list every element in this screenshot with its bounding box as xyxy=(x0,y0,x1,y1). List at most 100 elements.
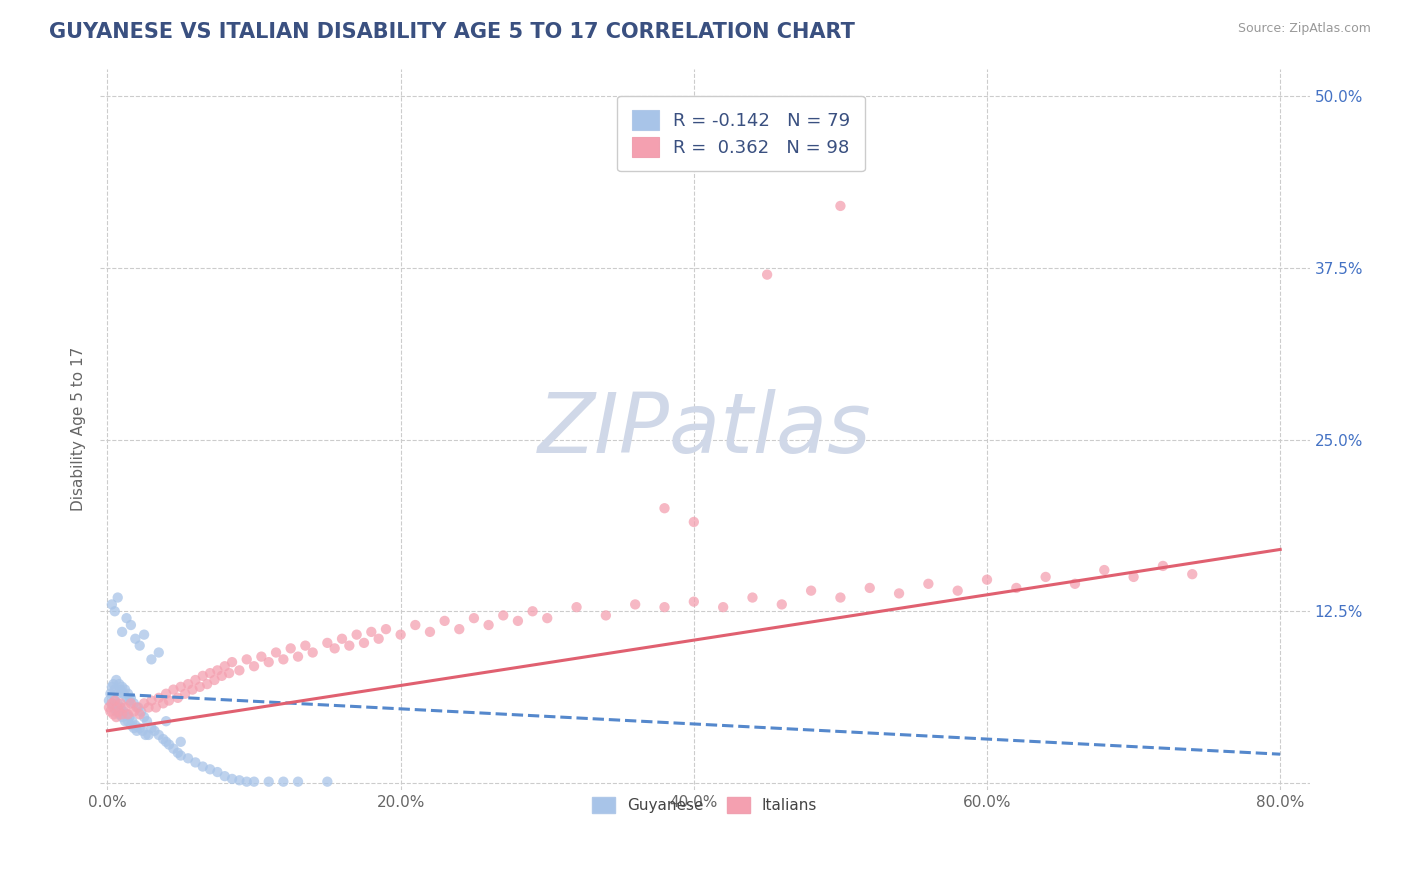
Point xyxy=(235,774,257,789)
Point xyxy=(166,746,188,760)
Point xyxy=(624,598,647,612)
Point xyxy=(294,639,316,653)
Point xyxy=(595,608,617,623)
Point xyxy=(105,705,128,719)
Point xyxy=(419,624,441,639)
Point xyxy=(316,636,339,650)
Point xyxy=(107,700,129,714)
Point xyxy=(104,693,127,707)
Point xyxy=(214,659,236,673)
Point xyxy=(367,632,389,646)
Point xyxy=(181,682,204,697)
Point xyxy=(280,641,302,656)
Point xyxy=(107,696,129,710)
Point xyxy=(108,677,131,691)
Point xyxy=(316,774,339,789)
Point xyxy=(162,682,184,697)
Point xyxy=(141,693,163,707)
Point xyxy=(463,611,485,625)
Point xyxy=(115,690,138,705)
Point xyxy=(132,710,155,724)
Point xyxy=(117,687,139,701)
Text: ZIPatlas: ZIPatlas xyxy=(538,389,872,470)
Point xyxy=(741,591,763,605)
Point xyxy=(198,666,221,681)
Point xyxy=(110,700,132,714)
Point xyxy=(711,600,734,615)
Point xyxy=(195,677,218,691)
Point xyxy=(1064,576,1087,591)
Point xyxy=(243,659,266,673)
Legend: Guyanese, Italians: Guyanese, Italians xyxy=(581,785,830,826)
Point xyxy=(198,762,221,776)
Point xyxy=(107,591,129,605)
Point xyxy=(125,700,148,714)
Point xyxy=(204,673,226,687)
Point xyxy=(152,732,174,747)
Point xyxy=(184,756,207,770)
Text: Source: ZipAtlas.com: Source: ZipAtlas.com xyxy=(1237,22,1371,36)
Point xyxy=(100,687,122,701)
Point xyxy=(1092,563,1115,577)
Point xyxy=(287,774,309,789)
Point xyxy=(770,598,793,612)
Point xyxy=(177,751,200,765)
Point xyxy=(218,666,240,681)
Point xyxy=(148,728,170,742)
Point xyxy=(946,583,969,598)
Point xyxy=(124,718,146,732)
Point xyxy=(330,632,353,646)
Point xyxy=(250,649,273,664)
Point xyxy=(121,714,143,729)
Point xyxy=(122,705,145,719)
Point xyxy=(157,738,180,752)
Point xyxy=(170,748,193,763)
Point xyxy=(145,700,167,714)
Point xyxy=(117,714,139,729)
Point xyxy=(122,696,145,710)
Point xyxy=(1035,570,1057,584)
Point xyxy=(111,624,134,639)
Point xyxy=(257,774,280,789)
Point xyxy=(103,677,125,691)
Point xyxy=(114,714,136,729)
Point xyxy=(152,696,174,710)
Point xyxy=(135,728,157,742)
Point xyxy=(492,608,515,623)
Point xyxy=(104,604,127,618)
Point xyxy=(228,773,250,788)
Point xyxy=(111,710,134,724)
Point xyxy=(104,693,127,707)
Point xyxy=(1152,558,1174,573)
Point xyxy=(97,693,120,707)
Point xyxy=(105,710,128,724)
Point xyxy=(177,677,200,691)
Point xyxy=(264,646,287,660)
Point xyxy=(207,765,229,780)
Point xyxy=(375,622,398,636)
Point xyxy=(114,682,136,697)
Point xyxy=(162,741,184,756)
Point xyxy=(107,687,129,701)
Point xyxy=(235,652,257,666)
Point xyxy=(138,728,160,742)
Point xyxy=(141,652,163,666)
Point xyxy=(211,669,233,683)
Point xyxy=(117,707,139,722)
Point xyxy=(1181,567,1204,582)
Point xyxy=(108,707,131,722)
Point xyxy=(323,641,346,656)
Point xyxy=(404,618,426,632)
Point xyxy=(122,721,145,735)
Point xyxy=(174,687,197,701)
Point xyxy=(120,690,142,705)
Point xyxy=(103,700,125,714)
Point xyxy=(682,515,704,529)
Point xyxy=(214,769,236,783)
Point xyxy=(141,721,163,735)
Point xyxy=(103,707,125,722)
Point xyxy=(128,707,150,722)
Point xyxy=(273,774,295,789)
Point xyxy=(506,614,529,628)
Point xyxy=(120,696,142,710)
